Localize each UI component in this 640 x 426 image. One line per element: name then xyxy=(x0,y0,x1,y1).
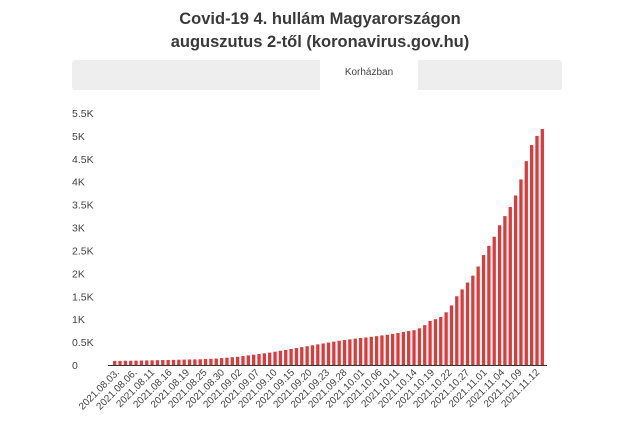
y-tick-label: 3K xyxy=(72,223,85,235)
bar[interactable] xyxy=(476,266,480,365)
bar[interactable] xyxy=(364,337,368,365)
bar[interactable] xyxy=(161,360,165,365)
bar[interactable] xyxy=(353,338,357,365)
chart-title-line1: Covid-19 4. hullám Magyarországon xyxy=(179,10,461,28)
bar[interactable] xyxy=(492,236,496,365)
bar[interactable] xyxy=(407,331,411,365)
tab-bar: Korházban xyxy=(72,60,562,90)
bar[interactable] xyxy=(460,289,464,365)
bar[interactable] xyxy=(433,319,438,365)
bar[interactable] xyxy=(471,275,475,365)
y-tick-label: 5.5K xyxy=(72,108,94,120)
tab-korhazban[interactable]: Korházban xyxy=(320,60,418,90)
bar[interactable] xyxy=(380,335,384,365)
bar[interactable] xyxy=(252,354,256,365)
bar[interactable] xyxy=(342,340,347,365)
bar[interactable] xyxy=(401,332,405,365)
bar[interactable] xyxy=(348,339,352,365)
chart-title-line2: auguszutus 2-től (koronavirus.gov.hu) xyxy=(170,33,470,51)
bar[interactable] xyxy=(310,345,315,365)
bar[interactable] xyxy=(513,195,518,365)
bar[interactable] xyxy=(300,347,304,365)
bar[interactable] xyxy=(508,206,512,365)
bar[interactable] xyxy=(289,348,293,365)
bar[interactable] xyxy=(305,346,309,365)
bar[interactable] xyxy=(171,359,176,365)
bar[interactable] xyxy=(150,360,154,365)
bar[interactable] xyxy=(529,145,534,365)
bar[interactable] xyxy=(294,348,299,365)
bar[interactable] xyxy=(129,360,133,365)
bar[interactable] xyxy=(332,341,336,365)
bar[interactable] xyxy=(273,351,277,365)
bar[interactable] xyxy=(123,360,128,365)
y-tick-label: 0.5K xyxy=(72,337,94,349)
bar[interactable] xyxy=(134,360,138,365)
bar[interactable] xyxy=(455,296,459,365)
bar[interactable] xyxy=(465,282,470,365)
bar[interactable] xyxy=(326,342,331,365)
bar[interactable] xyxy=(193,359,197,365)
y-tick-label: 2K xyxy=(72,268,85,280)
y-tick-label: 0 xyxy=(72,360,78,372)
chart-title: Covid-19 4. hullám Magyarországon augusz… xyxy=(0,8,640,54)
bar[interactable] xyxy=(219,358,224,365)
bar[interactable] xyxy=(369,336,373,365)
bar[interactable] xyxy=(166,359,170,365)
bar[interactable] xyxy=(497,225,502,365)
bar[interactable] xyxy=(246,355,250,365)
bar[interactable] xyxy=(262,353,266,365)
y-tick-label: 1K xyxy=(72,314,85,326)
y-tick-label: 1.5K xyxy=(72,291,94,303)
bar[interactable] xyxy=(428,321,432,365)
bar[interactable] xyxy=(519,179,523,365)
bar[interactable] xyxy=(321,343,325,365)
bar[interactable] xyxy=(423,325,427,365)
bar[interactable] xyxy=(230,357,234,365)
y-tick-label: 4K xyxy=(72,177,85,189)
bar[interactable] xyxy=(214,358,218,365)
bar[interactable] xyxy=(487,245,491,365)
bar[interactable] xyxy=(337,340,341,365)
bar[interactable] xyxy=(209,358,213,365)
bar[interactable] xyxy=(155,360,160,365)
y-tick-label: 2.5K xyxy=(72,245,94,257)
bar[interactable] xyxy=(177,359,181,365)
bar[interactable] xyxy=(374,336,379,365)
bar[interactable] xyxy=(417,328,422,365)
bar[interactable] xyxy=(412,330,416,365)
bar[interactable] xyxy=(182,359,186,365)
bar[interactable] xyxy=(524,161,528,365)
y-tick-label: 4.5K xyxy=(72,154,94,166)
bar[interactable] xyxy=(268,352,272,365)
y-tick-label: 5K xyxy=(72,131,85,143)
bar[interactable] xyxy=(449,305,454,365)
bar[interactable] xyxy=(444,312,448,365)
bar[interactable] xyxy=(503,216,507,365)
bar[interactable] xyxy=(390,333,395,365)
bar[interactable] xyxy=(396,332,400,365)
y-tick-label: 3.5K xyxy=(72,200,94,212)
bar[interactable] xyxy=(145,360,149,365)
bar[interactable] xyxy=(225,357,229,365)
bar[interactable] xyxy=(113,360,117,365)
bar[interactable] xyxy=(284,349,288,365)
bar[interactable] xyxy=(278,350,283,365)
bar[interactable] xyxy=(235,356,240,365)
bar[interactable] xyxy=(187,359,192,366)
bar[interactable] xyxy=(241,356,245,365)
bar[interactable] xyxy=(358,337,363,365)
bar[interactable] xyxy=(385,334,389,365)
bar[interactable] xyxy=(203,359,208,365)
bar[interactable] xyxy=(257,354,261,365)
bar[interactable] xyxy=(439,316,443,365)
bar[interactable] xyxy=(481,255,486,365)
bar[interactable] xyxy=(139,360,144,365)
bar[interactable] xyxy=(198,359,202,365)
bar[interactable] xyxy=(118,360,122,365)
bar[interactable] xyxy=(316,344,320,365)
bar[interactable] xyxy=(535,135,539,365)
bar[interactable] xyxy=(540,129,544,365)
